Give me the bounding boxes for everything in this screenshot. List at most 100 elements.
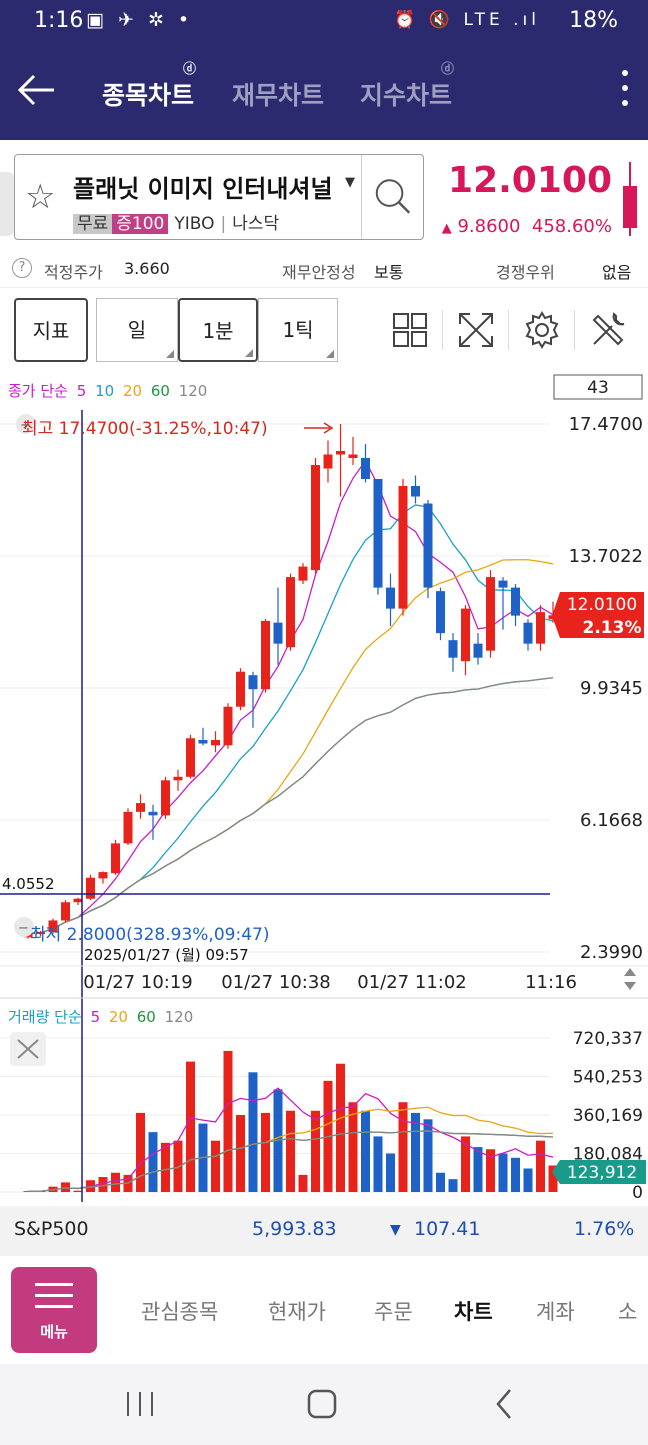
search-icon[interactable] bbox=[361, 155, 425, 239]
x-tick-1: 01/27 10:38 bbox=[221, 972, 330, 993]
current-volume-tag bbox=[552, 1160, 646, 1184]
nav-watchlist[interactable]: 관심종목 bbox=[141, 1300, 219, 1324]
tab-index-chart[interactable]: 지수차트 ⓓ bbox=[360, 62, 454, 112]
low-price-label: 최저 2.8000(328.93%,09:47) bbox=[30, 925, 269, 945]
price-legend-ma60: 60 bbox=[151, 382, 170, 400]
zoom-in-icon[interactable] bbox=[16, 414, 36, 434]
tab-stock-chart[interactable]: 종목차트 ⓓ bbox=[102, 62, 196, 112]
price-axis-tick: 13.7022 bbox=[569, 546, 643, 567]
back-icon[interactable] bbox=[486, 1386, 526, 1422]
system-navigation bbox=[0, 1364, 648, 1445]
volume-bar bbox=[236, 1115, 245, 1192]
period-tick-button[interactable]: 1틱 bbox=[258, 298, 338, 362]
free-badge: 무료 bbox=[73, 214, 113, 234]
home-icon[interactable] bbox=[302, 1386, 342, 1422]
volume-axis-tick: 360,169 bbox=[573, 1106, 643, 1126]
candles bbox=[23, 424, 558, 939]
layout-grid-icon[interactable] bbox=[388, 308, 432, 352]
menu-button[interactable]: 메뉴 bbox=[11, 1267, 97, 1353]
volume-bar bbox=[373, 1136, 383, 1192]
ma-60-line bbox=[27, 677, 554, 935]
nav-account[interactable]: 계좌 bbox=[536, 1300, 575, 1324]
period-minute-button[interactable]: 1분 bbox=[178, 298, 258, 362]
candle-body bbox=[398, 486, 408, 609]
nav-current-price[interactable]: 현재가 bbox=[268, 1300, 326, 1324]
tab-index-chart-label: 지수차트 bbox=[360, 81, 453, 110]
volume-bar bbox=[61, 1182, 70, 1192]
volume-bar bbox=[173, 1140, 183, 1192]
candle-body bbox=[198, 740, 208, 744]
zoom-out-icon[interactable] bbox=[14, 917, 34, 937]
candle-body bbox=[373, 479, 383, 588]
volume-bar bbox=[111, 1172, 120, 1192]
change-up-arrow: ▲ bbox=[441, 221, 452, 236]
tab-stock-chart-label: 종목차트 bbox=[102, 81, 195, 110]
current-price: 12.0100 bbox=[448, 160, 612, 201]
drawer-handle[interactable] bbox=[0, 172, 14, 236]
indicator-button[interactable]: 지표 bbox=[14, 298, 88, 362]
help-icon[interactable]: ? bbox=[12, 258, 32, 278]
volume-bar bbox=[136, 1112, 145, 1192]
tab-badge-icon: ⓓ bbox=[441, 62, 455, 77]
more-options-icon[interactable] bbox=[620, 70, 630, 112]
stock-selector[interactable]: ☆ 플래닛 이미지 인터내셔널 ▼ 무료 증100 YIBO | 나스닥 bbox=[14, 154, 424, 240]
volume-bar bbox=[461, 1136, 470, 1192]
candle-body bbox=[86, 877, 95, 899]
battery-level: 18% bbox=[569, 8, 618, 33]
status-bar: 1:16 ▣ ✈ ✲ • ⏰ 🔇 LTE .ıl 18% bbox=[0, 0, 648, 44]
volume-bar bbox=[511, 1157, 520, 1192]
period-day-button[interactable]: 일 bbox=[96, 298, 178, 362]
volume-bar bbox=[248, 1072, 258, 1192]
margin-badge: 증100 bbox=[112, 214, 169, 234]
chart-controls: 지표 일 1분 1틱 bbox=[0, 296, 648, 366]
hamburger-icon bbox=[35, 1283, 73, 1316]
volume-bar bbox=[411, 1112, 420, 1192]
volume-bar bbox=[298, 1174, 308, 1192]
candle-body bbox=[486, 577, 495, 651]
volume-bar bbox=[548, 1165, 558, 1192]
volume-bars bbox=[23, 1050, 558, 1192]
nav-order[interactable]: 주문 bbox=[374, 1300, 413, 1324]
volume-bar bbox=[311, 1110, 320, 1192]
volume-bar bbox=[398, 1102, 408, 1192]
crosshair-value: 4.0552 bbox=[2, 875, 55, 893]
mini-candle-icon bbox=[623, 162, 637, 236]
volume-axis-tick: 540,253 bbox=[573, 1068, 643, 1088]
candle-body bbox=[361, 457, 370, 480]
tools-wrench-icon[interactable] bbox=[586, 308, 630, 352]
price-legend-ma20: 20 bbox=[123, 382, 142, 400]
back-arrow-icon[interactable] bbox=[14, 68, 58, 112]
app-bar: 종목차트 ⓓ 재무차트 지수차트 ⓓ bbox=[0, 44, 648, 140]
price-legend-prefix: 종가 단순 bbox=[8, 382, 68, 400]
nav-more[interactable]: 소 bbox=[618, 1300, 638, 1324]
period-tick-label: 1틱 bbox=[282, 318, 314, 342]
change-percent: 458.60% bbox=[531, 216, 612, 237]
volume-legend-ma60: 60 bbox=[137, 1008, 156, 1026]
candle-body bbox=[498, 580, 508, 588]
fullscreen-icon[interactable] bbox=[454, 308, 498, 352]
candle-body bbox=[523, 622, 533, 644]
index-ticker[interactable]: S&P500 5,993.83 ▼ 107.41 1.76% bbox=[0, 1206, 648, 1256]
candle-body bbox=[123, 811, 133, 844]
nav-chart[interactable]: 차트 bbox=[454, 1300, 493, 1324]
tab-financial-chart[interactable]: 재무차트 bbox=[232, 76, 324, 112]
candle-body bbox=[98, 872, 108, 879]
candle-body bbox=[436, 591, 445, 634]
x-scroll-arrows-icon[interactable] bbox=[624, 968, 636, 990]
price-chart[interactable]: 종가 단순 5 10 20 60 120 43 17.4700 13.7022 9.… bbox=[0, 370, 648, 1202]
moving-averages bbox=[27, 459, 554, 935]
visible-count-box[interactable] bbox=[553, 374, 643, 400]
candle-body bbox=[73, 898, 83, 903]
volume-bar bbox=[161, 1142, 170, 1192]
index-value: 5,993.83 bbox=[252, 1218, 337, 1240]
volume-bar bbox=[211, 1140, 220, 1192]
current-price-tag-value: 12.0100 bbox=[567, 595, 637, 615]
settings-gear-icon[interactable] bbox=[520, 308, 564, 352]
zoom-out-glyph: − bbox=[18, 921, 29, 936]
candle-body bbox=[386, 587, 395, 609]
ma-5-line bbox=[27, 459, 554, 935]
close-icon bbox=[17, 1039, 39, 1059]
recent-apps-icon[interactable] bbox=[120, 1386, 160, 1422]
favorite-star-icon[interactable]: ☆ bbox=[25, 177, 56, 217]
candle-body bbox=[423, 503, 433, 588]
